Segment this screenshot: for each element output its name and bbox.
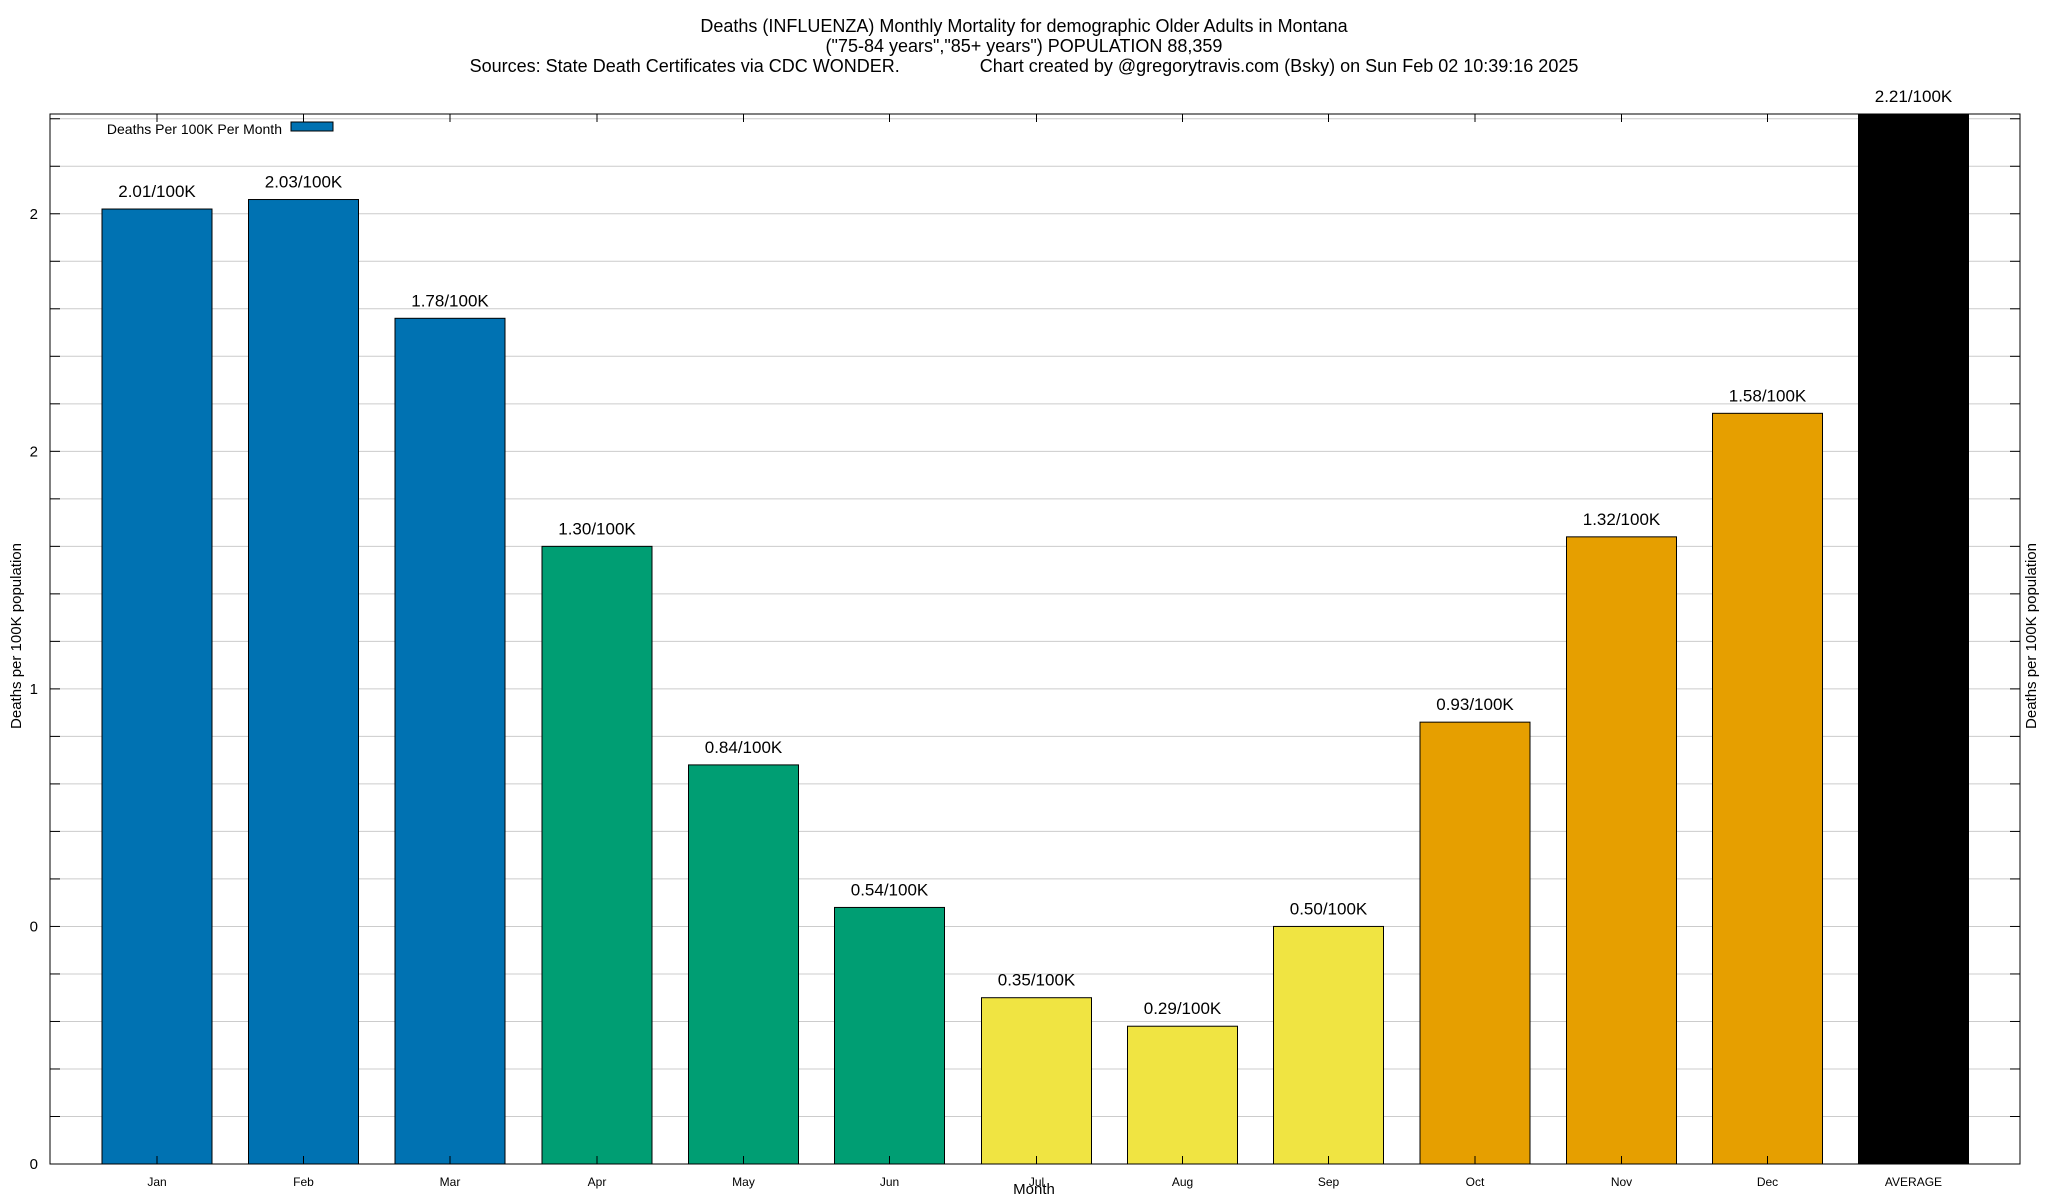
legend: Deaths Per 100K Per Month bbox=[107, 121, 334, 137]
x-tick-label: Aug bbox=[1172, 1175, 1193, 1189]
legend-label: Deaths Per 100K Per Month bbox=[107, 121, 282, 137]
data-labels: 2.01/100K 2.03/100K 1.78/100K 1.30/100K 0.84… bbox=[118, 87, 1953, 1018]
data-label: 0.35/100K bbox=[998, 971, 1076, 990]
chart-subtitle-line: ("75-84 years","85+ years") POPULATION 8… bbox=[826, 36, 1223, 56]
data-label: 2.01/100K bbox=[118, 182, 196, 201]
data-label: 0.54/100K bbox=[851, 880, 929, 899]
data-label: 0.50/100K bbox=[1290, 899, 1368, 918]
y-tick-label: 0 bbox=[30, 918, 38, 935]
data-label: 1.58/100K bbox=[1729, 386, 1807, 405]
data-label: 0.84/100K bbox=[705, 738, 783, 757]
data-label: 2.03/100K bbox=[265, 173, 343, 192]
data-label: 0.93/100K bbox=[1436, 695, 1514, 714]
legend-swatch bbox=[290, 121, 334, 132]
bar bbox=[248, 199, 359, 1165]
x-tick-label: Feb bbox=[293, 1175, 314, 1189]
x-tick-labels: Jan Feb Mar Apr May Jun Jul Aug Sep Oct Nov Dec AVER… bbox=[147, 1175, 1942, 1189]
x-tick-label: Jun bbox=[880, 1175, 899, 1189]
x-tick-label: Oct bbox=[1466, 1175, 1485, 1189]
data-label: 0.29/100K bbox=[1144, 999, 1222, 1018]
data-label: 2.21/100K bbox=[1875, 87, 1953, 106]
x-tick-label: Jan bbox=[147, 1175, 166, 1189]
axis-ticks bbox=[50, 114, 2020, 1164]
y-tick-label: 1 bbox=[30, 681, 38, 698]
chart-sources-line: Sources: State Death Certificates via CD… bbox=[470, 56, 1579, 76]
bar bbox=[101, 208, 213, 1165]
y-tick-label: 2 bbox=[30, 206, 38, 223]
bar bbox=[1858, 113, 1969, 1165]
y-tick-label: 2 bbox=[30, 443, 38, 460]
bar bbox=[1712, 412, 1823, 1165]
bar bbox=[1566, 536, 1677, 1165]
x-tick-label: Dec bbox=[1757, 1175, 1778, 1189]
x-tick-label: Mar bbox=[440, 1175, 461, 1189]
data-label: 1.32/100K bbox=[1583, 510, 1661, 529]
bar bbox=[1419, 721, 1531, 1165]
bar bbox=[1127, 1025, 1238, 1165]
x-tick-label: Sep bbox=[1318, 1175, 1340, 1189]
y-axis-title-left: Deaths per 100K population bbox=[8, 543, 25, 729]
data-label: 1.30/100K bbox=[558, 519, 636, 538]
y-axis-title-right: Deaths per 100K population bbox=[2023, 543, 2040, 729]
plot-frame bbox=[49, 113, 2021, 1165]
x-tick-label: May bbox=[732, 1175, 755, 1189]
grid bbox=[50, 118, 2020, 1117]
chart-title: Deaths (INFLUENZA) Monthly Mortality for… bbox=[470, 16, 1579, 76]
x-tick-label: Apr bbox=[588, 1175, 607, 1189]
bar bbox=[541, 545, 653, 1165]
bars bbox=[101, 113, 1969, 1165]
x-tick-label: Jul bbox=[1029, 1175, 1044, 1189]
bar bbox=[394, 317, 506, 1165]
x-axis-title: Month bbox=[1013, 1181, 1055, 1198]
x-tick-label: Nov bbox=[1611, 1175, 1632, 1189]
bar bbox=[688, 764, 799, 1165]
y-tick-labels: 0 0 1 2 2 bbox=[30, 206, 38, 1173]
chart-title-line: Deaths (INFLUENZA) Monthly Mortality for… bbox=[700, 16, 1348, 36]
data-label: 1.78/100K bbox=[411, 291, 489, 310]
bar bbox=[1273, 925, 1384, 1165]
bar bbox=[834, 906, 945, 1165]
bar bbox=[981, 997, 1092, 1165]
x-tick-label: AVERAGE bbox=[1885, 1175, 1942, 1189]
y-tick-label: 0 bbox=[30, 1156, 38, 1173]
